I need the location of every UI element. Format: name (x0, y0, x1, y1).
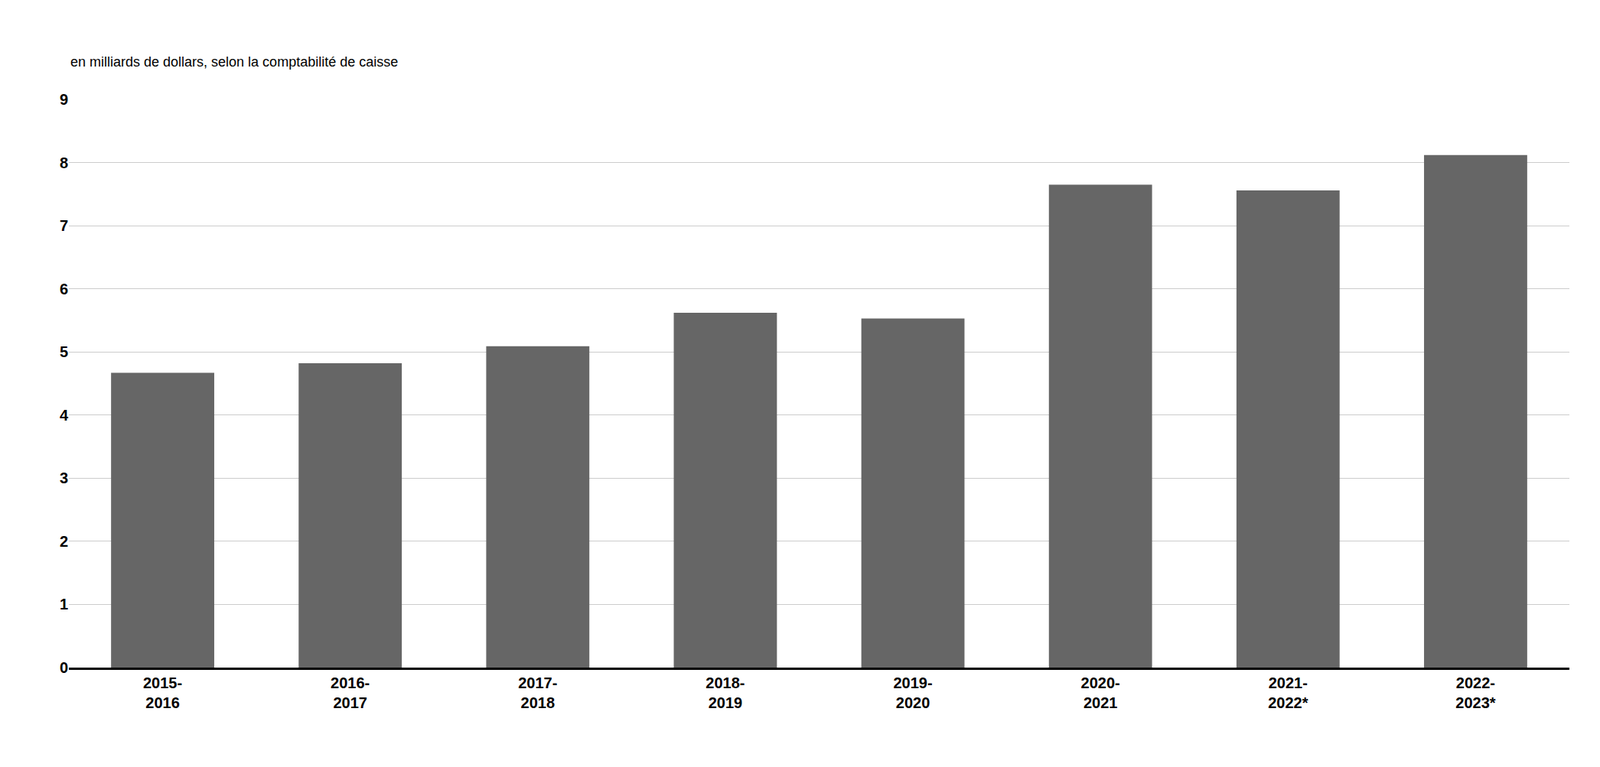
svg-text:2015-2016: 2015-2016 (143, 674, 183, 712)
svg-text:2019-2020: 2019-2020 (892, 674, 932, 712)
svg-text:1: 1 (59, 596, 69, 613)
svg-text:2022-2023*: 2022-2023* (1455, 674, 1496, 712)
svg-text:2018-2019: 2018-2019 (705, 674, 745, 712)
svg-text:9: 9 (59, 91, 69, 108)
svg-text:7: 7 (59, 217, 69, 235)
svg-text:8: 8 (59, 154, 69, 172)
svg-text:2017-2018: 2017-2018 (518, 674, 558, 712)
svg-text:4: 4 (59, 407, 69, 424)
svg-text:2020-2021: 2020-2021 (1081, 674, 1121, 712)
svg-text:5: 5 (59, 343, 69, 361)
svg-text:en milliards de dollars, selon: en milliards de dollars, selon la compta… (70, 54, 398, 70)
svg-text:3: 3 (59, 469, 69, 487)
svg-text:2021-2022*: 2021-2022* (1267, 674, 1308, 712)
svg-text:0: 0 (59, 659, 69, 677)
svg-text:2016-2017: 2016-2017 (330, 674, 370, 712)
svg-text:2: 2 (59, 533, 69, 551)
svg-text:6: 6 (59, 280, 69, 298)
